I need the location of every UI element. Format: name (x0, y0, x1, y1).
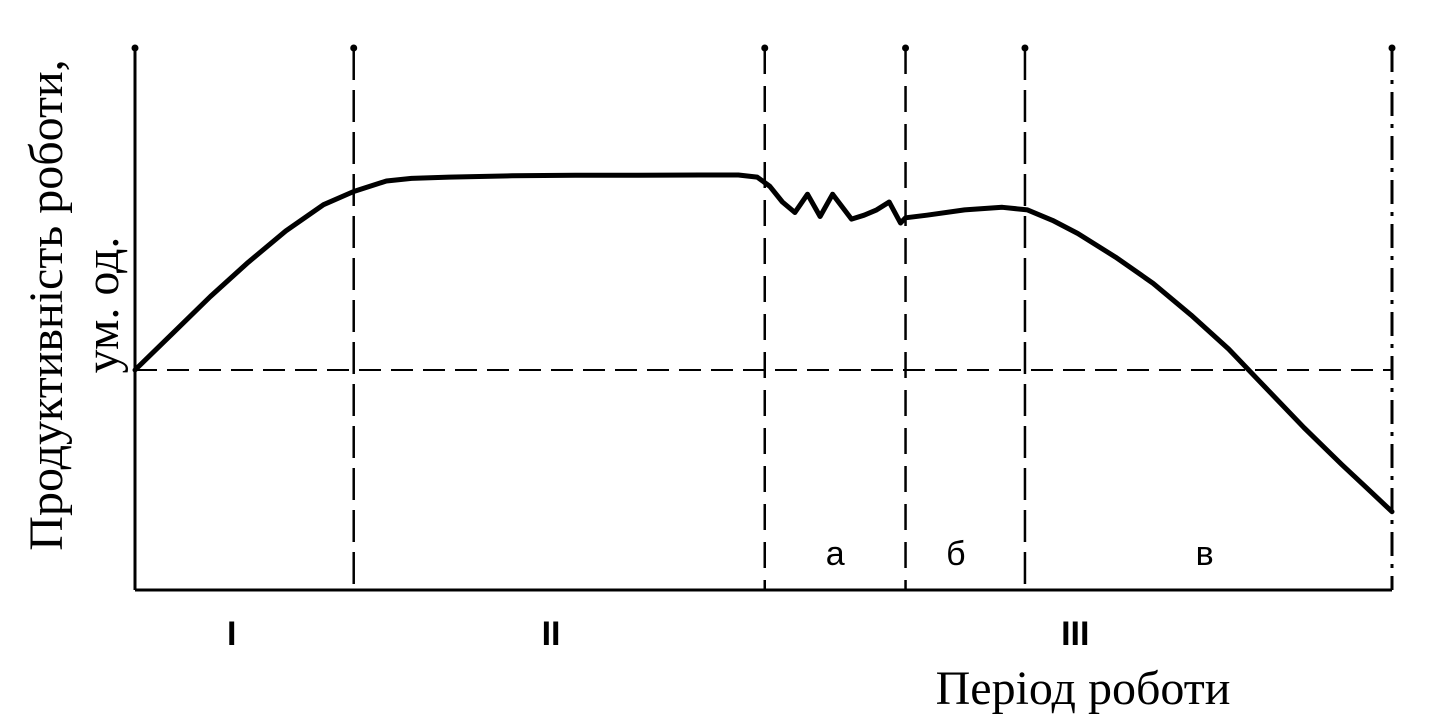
phase-boundary-cap (902, 44, 910, 52)
phase-label: III (1061, 615, 1089, 653)
phase-label: II (542, 615, 561, 653)
y-axis-label-line2: ум. од. (76, 237, 129, 374)
y-axis-cap (131, 44, 139, 52)
phase-label: I (227, 615, 236, 653)
subphase-label: б (946, 535, 965, 573)
phase-boundary-cap (350, 44, 358, 52)
productivity-curve (132, 172, 1395, 515)
y-axis-label-line1: Продуктивність роботи, (20, 59, 73, 550)
phase-boundaries (350, 44, 1029, 590)
subphase-labels: а б в (826, 535, 1214, 573)
subphase-label: а (826, 535, 845, 573)
right-boundary-cap (1388, 44, 1396, 52)
phase-labels: I II III (227, 615, 1089, 653)
phase-boundary-cap (1021, 44, 1029, 52)
x-axis-label: Період роботи (936, 662, 1231, 715)
right-boundary (131, 44, 1396, 590)
subphase-label: в (1196, 535, 1214, 573)
phase-boundary-cap (761, 44, 769, 52)
